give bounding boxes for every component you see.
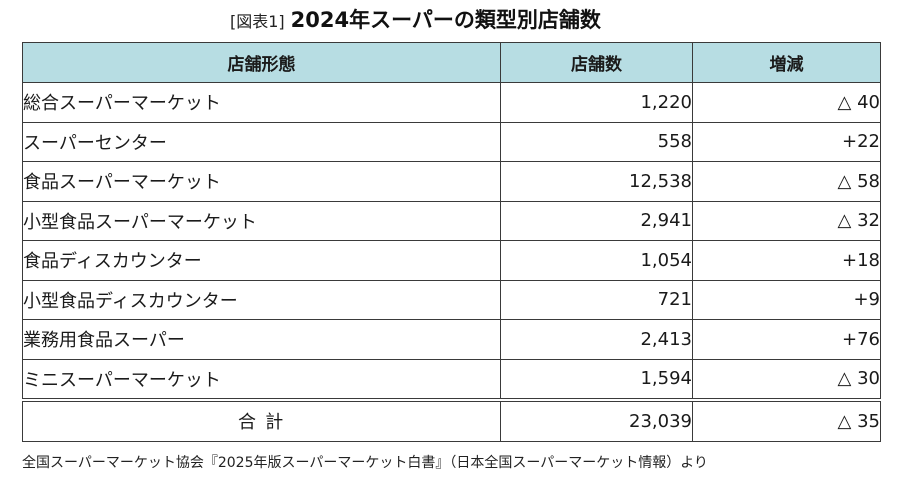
table-row: 小型食品スーパーマーケット 2,941 △ 32 — [22, 200, 881, 241]
store-type-cell: ミニスーパーマーケット — [22, 358, 501, 401]
change-cell: +18 — [692, 240, 881, 281]
store-count-cell: 1,054 — [500, 240, 693, 281]
store-type-cell: スーパーセンター — [22, 121, 501, 162]
store-count-cell: 2,413 — [500, 319, 693, 360]
table-row: 業務用食品スーパー 2,413 +76 — [22, 319, 881, 360]
store-count-cell: 2,941 — [500, 200, 693, 241]
store-count-cell: 1,220 — [500, 82, 693, 123]
store-type-cell: 食品スーパーマーケット — [22, 161, 501, 202]
table-row: 食品スーパーマーケット 12,538 △ 58 — [22, 161, 881, 202]
store-type-cell: 総合スーパーマーケット — [22, 82, 501, 123]
store-type-cell: 食品ディスカウンター — [22, 240, 501, 281]
header-store-count: 店舗数 — [500, 42, 693, 83]
change-cell: △ 32 — [692, 200, 881, 241]
change-cell: △ 58 — [692, 161, 881, 202]
change-cell: △ 30 — [692, 358, 881, 401]
total-label: 合 計 — [22, 398, 501, 442]
change-cell: +76 — [692, 319, 881, 360]
store-count-cell: 1,594 — [500, 358, 693, 401]
store-type-cell: 小型食品ディスカウンター — [22, 279, 501, 320]
store-count-table: 店舗形態 店舗数 増減 総合スーパーマーケット 1,220 △ 40 スーパーセ… — [22, 42, 881, 442]
figure-title: [図表1] 2024年スーパーの類型別店舗数 — [230, 4, 601, 38]
change-cell: +22 — [692, 121, 881, 162]
header-change: 増減 — [692, 42, 881, 83]
table-row: スーパーセンター 558 +22 — [22, 121, 881, 162]
table-row: 小型食品ディスカウンター 721 +9 — [22, 279, 881, 320]
table-row: ミニスーパーマーケット 1,594 △ 30 — [22, 358, 881, 401]
store-type-cell: 業務用食品スーパー — [22, 319, 501, 360]
header-row: 店舗形態 店舗数 増減 — [22, 42, 881, 83]
store-count-cell: 558 — [500, 121, 693, 162]
change-cell: △ 40 — [692, 82, 881, 123]
store-count-cell: 12,538 — [500, 161, 693, 202]
table-row: 総合スーパーマーケット 1,220 △ 40 — [22, 82, 881, 123]
figure-label: [図表1] — [230, 12, 285, 31]
change-cell: +9 — [692, 279, 881, 320]
total-change: △ 35 — [692, 398, 881, 442]
store-count-cell: 721 — [500, 279, 693, 320]
total-row: 合 計 23,039 △ 35 — [22, 398, 881, 442]
store-type-cell: 小型食品スーパーマーケット — [22, 200, 501, 241]
table-row: 食品ディスカウンター 1,054 +18 — [22, 240, 881, 281]
source-note: 全国スーパーマーケット協会『2025年版スーパーマーケット白書』（日本全国スーパ… — [22, 455, 708, 471]
figure-heading: 2024年スーパーの類型別店舗数 — [290, 8, 601, 32]
total-store-count: 23,039 — [500, 398, 693, 442]
header-store-type: 店舗形態 — [22, 42, 501, 83]
